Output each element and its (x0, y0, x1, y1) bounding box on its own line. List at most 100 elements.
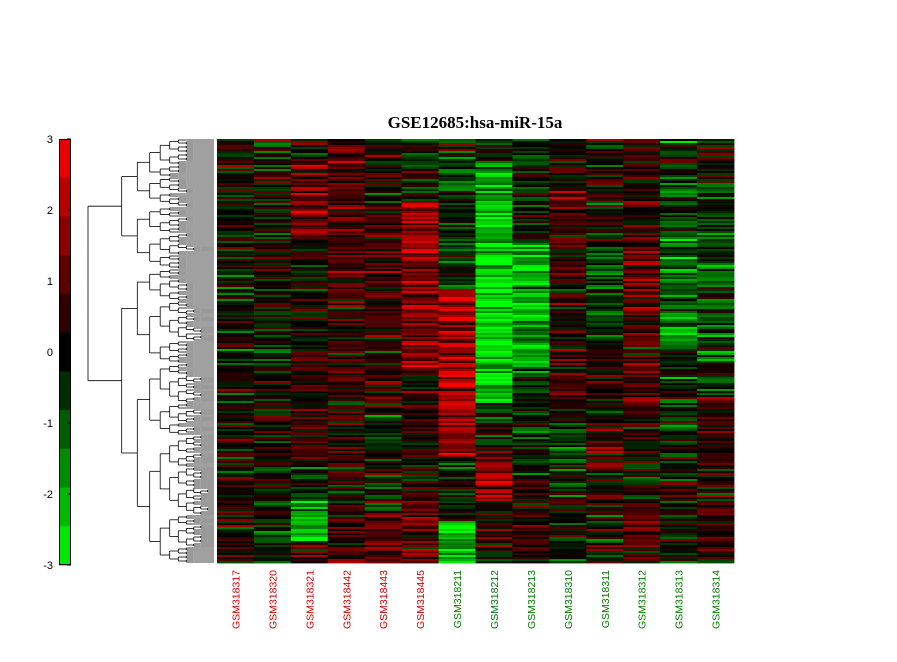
heatmap-cell (290, 339, 329, 342)
heatmap-cell (253, 167, 292, 170)
heatmap-cell (512, 175, 550, 178)
heatmap-cell (586, 351, 624, 354)
heatmap-cell (549, 291, 587, 294)
heatmap-cell (327, 511, 366, 514)
heatmap-cell (660, 509, 698, 512)
heatmap-cell (475, 139, 513, 142)
heatmap-cell (512, 479, 550, 482)
heatmap-cell (475, 399, 513, 402)
heatmap-cell (290, 475, 329, 478)
heatmap-cell (438, 397, 476, 400)
heatmap-cell (586, 169, 624, 172)
heatmap-cell (364, 551, 403, 554)
heatmap-cell (512, 251, 550, 254)
heatmap-cell (327, 165, 366, 168)
heatmap-cell (549, 183, 587, 186)
heatmap-cell (253, 243, 292, 246)
heatmap-cell (623, 397, 661, 400)
heatmap-cell (697, 491, 735, 494)
heatmap-cell (623, 439, 661, 442)
heatmap-cell (401, 517, 439, 520)
heatmap-cell (549, 387, 587, 390)
heatmap-cell (364, 543, 403, 546)
heatmap-cell (364, 189, 403, 192)
heatmap-cell (475, 213, 513, 216)
heatmap-cell (290, 233, 329, 236)
heatmap-cell (401, 463, 439, 466)
heatmap-cell (217, 493, 255, 496)
heatmap-cell (512, 499, 550, 502)
heatmap-cell (327, 273, 366, 276)
heatmap-cell (660, 429, 698, 432)
heatmap-cell (623, 429, 661, 432)
heatmap-cell (438, 323, 476, 326)
heatmap-cell (623, 495, 661, 498)
heatmap-cell (290, 523, 329, 526)
heatmap-cell (623, 227, 661, 230)
heatmap-cell (697, 519, 735, 522)
heatmap-cell (217, 449, 255, 452)
heatmap-cell (327, 471, 366, 474)
heatmap-cell (623, 201, 661, 204)
heatmap-cell (327, 559, 366, 562)
sample-label: GSM318320 (267, 570, 279, 629)
heatmap-cell (660, 459, 698, 462)
heatmap-cell (438, 555, 476, 558)
heatmap-cell (217, 557, 255, 560)
heatmap-cell (438, 393, 476, 396)
heatmap-cell (660, 233, 698, 236)
heatmap-cell (512, 219, 550, 222)
heatmap-cell (623, 409, 661, 412)
heatmap-cell (623, 161, 661, 164)
heatmap-cell (253, 261, 292, 264)
heatmap-cell (217, 153, 255, 156)
heatmap-cell (253, 435, 292, 438)
heatmap-cell (475, 403, 513, 406)
heatmap-cell (217, 501, 255, 504)
heatmap-cell (549, 263, 587, 266)
heatmap-cell (217, 553, 255, 556)
heatmap-cell (623, 223, 661, 226)
heatmap-cell (660, 525, 698, 528)
heatmap-cell (623, 399, 661, 402)
heatmap-cell (623, 141, 661, 144)
heatmap-cell (290, 383, 329, 386)
heatmap-cell (290, 489, 329, 492)
heatmap-cell (623, 181, 661, 184)
heatmap-cell (660, 201, 698, 204)
heatmap-cell (364, 331, 403, 334)
heatmap-cell (475, 355, 513, 358)
heatmap-cell (253, 213, 292, 216)
heatmap-cell (364, 195, 403, 198)
heatmap-cell (217, 145, 255, 148)
heatmap-cell (438, 367, 476, 370)
heatmap-cell (401, 271, 439, 274)
heatmap-cell (512, 243, 550, 246)
heatmap-cell (475, 297, 513, 300)
heatmap-cell (475, 159, 513, 162)
heatmap-cell (660, 561, 698, 564)
heatmap-cell (364, 247, 403, 250)
heatmap-cell (549, 473, 587, 476)
heatmap-cell (697, 383, 735, 386)
heatmap-cell (253, 501, 292, 504)
heatmap-cell (364, 307, 403, 310)
heatmap-cell (401, 447, 439, 450)
heatmap-cell (253, 241, 292, 244)
heatmap-cell (549, 365, 587, 368)
heatmap-cell (364, 525, 403, 528)
heatmap-cell (438, 301, 476, 304)
heatmap-cell (327, 253, 366, 256)
heatmap-cell (549, 433, 587, 436)
heatmap-cell (401, 479, 439, 482)
heatmap-cell (660, 451, 698, 454)
heatmap-cell (549, 277, 587, 280)
heatmap-cell (586, 477, 624, 480)
heatmap-cell (623, 305, 661, 308)
heatmap-cell (660, 447, 698, 450)
heatmap-cell (660, 445, 698, 448)
heatmap-cell (327, 491, 366, 494)
heatmap-cell (364, 411, 403, 414)
heatmap-cell (549, 267, 587, 270)
heatmap-cell (660, 147, 698, 150)
